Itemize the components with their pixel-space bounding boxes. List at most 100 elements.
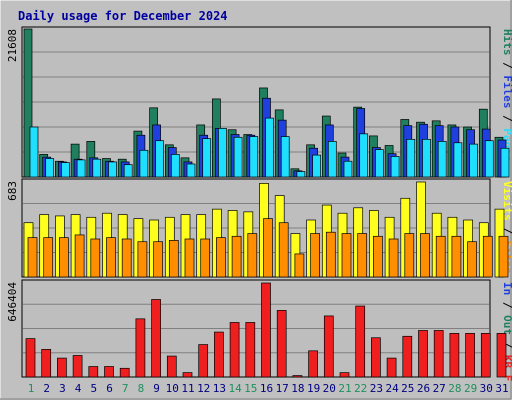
day-label: 20 xyxy=(323,382,336,395)
hits-legend-files: Files xyxy=(501,75,512,108)
day-label: 18 xyxy=(291,382,304,395)
pages-bar xyxy=(61,162,70,178)
hits-legend-separator: / xyxy=(501,109,512,129)
kbytes-bar xyxy=(198,344,209,378)
sites-bar xyxy=(451,235,462,278)
sites-bar xyxy=(467,241,477,278)
pages-bar xyxy=(170,154,180,178)
hits-legend-hits: Hits xyxy=(501,29,512,56)
pages-bar xyxy=(249,136,259,178)
sites-bar xyxy=(90,238,101,278)
sites-bar xyxy=(153,241,163,278)
day-label: 4 xyxy=(75,382,82,395)
hits-legend-pages: Pages xyxy=(501,128,512,161)
sites-bar xyxy=(388,238,399,278)
kbytes-bar xyxy=(25,338,36,378)
day-label: 25 xyxy=(401,382,414,395)
hits-max-label: 21608 xyxy=(6,29,19,62)
kbytes-bar xyxy=(449,333,460,378)
day-label: 16 xyxy=(260,382,273,395)
day-label: 9 xyxy=(153,382,160,395)
pages-bar xyxy=(406,138,416,178)
day-label: 28 xyxy=(448,382,461,395)
pages-bar xyxy=(29,126,39,178)
pages-bar xyxy=(155,140,164,178)
sites-bar xyxy=(168,240,179,278)
day-label: 8 xyxy=(138,382,145,395)
pages-bar xyxy=(108,161,117,178)
kbytes-bar xyxy=(88,366,99,378)
day-label: 3 xyxy=(59,382,66,395)
visits-legend-visits: Visits xyxy=(501,181,512,221)
kbytes-bar xyxy=(182,372,193,378)
kbytes-bar xyxy=(57,357,67,378)
kbytes-bar xyxy=(166,355,177,378)
kbytes-bar xyxy=(480,333,491,378)
day-label: 1 xyxy=(28,382,35,395)
day-label: 22 xyxy=(354,382,367,395)
day-label: 17 xyxy=(276,382,289,395)
sites-bar xyxy=(294,253,305,278)
hits-legend: Hits / Files / Pages xyxy=(501,29,512,162)
pages-bar xyxy=(218,128,227,178)
visits-legend-separator: / xyxy=(501,221,512,241)
day-label: 13 xyxy=(213,382,226,395)
sites-bar xyxy=(200,238,211,278)
pages-bar xyxy=(280,136,290,178)
visits-max-label: 683 xyxy=(6,181,19,201)
day-axis-labels: 1 2 3 4 5 6 7 8 9 10 11 12 13 14 15 16 17 18 19 20 21 22 23 24 2… xyxy=(28,382,509,395)
sites-bar xyxy=(137,241,148,278)
kbytes-bar xyxy=(119,367,130,378)
sites-bar xyxy=(74,234,85,278)
sites-bar xyxy=(121,238,132,278)
kbytes-bar xyxy=(465,333,475,378)
sites-bar xyxy=(27,237,38,278)
pages-bar xyxy=(265,117,274,178)
pages-bar xyxy=(76,159,86,178)
sites-bar xyxy=(231,235,242,278)
pages-bar xyxy=(500,147,510,178)
sites-bar xyxy=(498,235,509,278)
pages-bar xyxy=(484,140,494,178)
pages-bar xyxy=(437,141,447,178)
day-label: 23 xyxy=(370,382,383,395)
kbytes-bar xyxy=(371,337,381,378)
pages-bar xyxy=(375,149,384,178)
sites-bar xyxy=(404,233,415,278)
sites-bar xyxy=(435,235,446,278)
sites-bar xyxy=(420,233,430,278)
sites-bar xyxy=(184,238,195,278)
day-label: 10 xyxy=(166,382,179,395)
pages-bar xyxy=(45,158,55,178)
kbytes-bar xyxy=(214,331,224,378)
kbytes-bar xyxy=(355,305,366,378)
kbytes-bar xyxy=(496,333,507,378)
kbytes-bar xyxy=(151,299,161,378)
kbytes-bar xyxy=(245,322,256,378)
pages-bar xyxy=(327,141,337,178)
pages-bar xyxy=(422,138,431,178)
kbytes-bar xyxy=(104,366,114,378)
kbytes-bar xyxy=(308,350,318,378)
hits-legend-separator: / xyxy=(501,56,512,76)
kbytes-legend-kb-f: KB F xyxy=(501,355,512,382)
kbytes-bar xyxy=(135,318,146,378)
day-label: 11 xyxy=(181,382,194,395)
kbytes-legend: In / Out / KB F xyxy=(501,282,512,381)
sites-bar xyxy=(373,235,383,278)
day-label: 14 xyxy=(228,382,242,395)
sites-bar xyxy=(357,233,368,278)
sites-bar xyxy=(325,231,336,278)
sites-bar xyxy=(106,237,116,278)
kbytes-bar xyxy=(276,310,287,378)
day-label: 27 xyxy=(433,382,446,395)
sites-bar xyxy=(482,235,493,278)
day-label: 29 xyxy=(464,382,477,395)
sites-bar xyxy=(278,222,289,278)
hits-panel: 21608 Hits / Files / Pages xyxy=(6,26,512,178)
day-label: 21 xyxy=(338,382,351,395)
day-label: 12 xyxy=(197,382,210,395)
pages-bar xyxy=(139,149,149,178)
